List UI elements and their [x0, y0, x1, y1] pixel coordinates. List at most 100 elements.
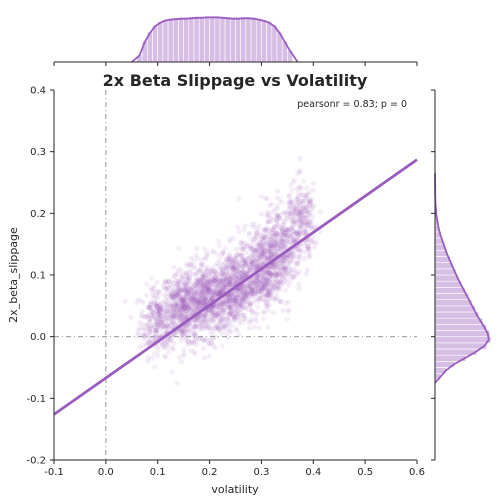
scatter-point	[219, 330, 225, 336]
scatter-point	[244, 291, 250, 297]
scatter-point	[224, 323, 230, 329]
scatter-point	[205, 325, 211, 331]
scatter-point	[203, 290, 209, 296]
scatter-point	[162, 302, 168, 308]
scatter-point	[223, 331, 230, 337]
scatter-point	[197, 305, 203, 311]
scatter-point	[239, 295, 245, 301]
scatter-point	[161, 309, 167, 315]
scatter-point	[154, 303, 160, 309]
scatter-point	[271, 238, 277, 244]
scatter-point	[196, 300, 203, 306]
scatter-point	[193, 298, 200, 304]
scatter-point	[208, 277, 214, 283]
scatter-point	[210, 292, 216, 298]
scatter-point	[249, 261, 255, 267]
scatter-point	[253, 245, 259, 251]
scatter-point	[182, 299, 188, 305]
scatter-point	[306, 223, 312, 229]
scatter-point	[184, 314, 190, 320]
scatter-point	[260, 287, 266, 293]
scatter-point	[229, 297, 235, 303]
scatter-point	[232, 300, 238, 306]
scatter-point	[156, 307, 162, 313]
scatter-point	[214, 290, 220, 296]
scatter-point	[204, 252, 210, 258]
marginal-y-bar	[434, 323, 487, 331]
scatter-point	[217, 311, 223, 317]
scatter-point	[189, 298, 195, 305]
scatter-point	[181, 316, 187, 322]
scatter-point	[199, 290, 205, 296]
scatter-point	[217, 306, 223, 312]
scatter-point	[173, 303, 180, 309]
scatter-point	[250, 255, 256, 262]
scatter-point	[212, 277, 218, 283]
scatter-point	[198, 298, 204, 304]
scatter-point	[209, 309, 215, 316]
scatter-point	[223, 283, 229, 289]
scatter-point	[168, 314, 174, 320]
scatter-point	[261, 258, 267, 264]
scatter-point	[290, 274, 297, 280]
scatter-point	[299, 217, 305, 223]
scatter-point	[276, 242, 282, 248]
scatter-point	[245, 282, 251, 288]
scatter-point	[220, 299, 226, 305]
scatter-point	[239, 270, 245, 276]
marginal-x-bar	[152, 24, 158, 63]
scatter-point	[237, 275, 243, 281]
scatter-point	[202, 277, 208, 283]
scatter-point	[269, 252, 275, 258]
scatter-point	[174, 306, 180, 312]
scatter-point	[173, 303, 179, 309]
scatter-point	[211, 290, 218, 296]
scatter-point	[158, 325, 164, 331]
scatter-point	[202, 317, 208, 323]
scatter-point	[264, 302, 270, 308]
scatter-point	[174, 278, 180, 284]
scatter-point	[273, 268, 279, 274]
scatter-point	[278, 246, 284, 252]
scatter-point	[288, 210, 294, 216]
scatter-point	[163, 299, 170, 305]
scatter-point	[212, 278, 218, 284]
scatter-point	[180, 330, 186, 337]
scatter-point	[185, 303, 191, 309]
scatter-point	[230, 297, 236, 303]
scatter-point	[209, 308, 215, 314]
scatter-point	[307, 199, 314, 205]
scatter-point	[261, 284, 267, 290]
scatter-point	[271, 284, 277, 290]
marginal-y-bar	[434, 330, 491, 337]
scatter-point	[274, 212, 280, 218]
marginal-x-bar	[230, 17, 236, 63]
scatter-point	[307, 253, 313, 259]
scatter-point	[223, 317, 229, 323]
scatter-point	[177, 292, 183, 298]
scatter-point	[255, 263, 261, 269]
scatter-point	[201, 285, 208, 291]
scatter-point	[205, 283, 211, 289]
scatter-point	[191, 286, 197, 292]
scatter-point	[153, 320, 159, 327]
scatter-point	[253, 247, 259, 253]
scatter-point	[220, 285, 226, 291]
scatter-point	[226, 279, 232, 285]
scatter-point	[269, 244, 275, 250]
scatter-point	[155, 302, 162, 308]
scatter-point	[194, 337, 200, 343]
scatter-point	[172, 294, 178, 301]
scatter-point	[244, 271, 250, 277]
scatter-point	[161, 307, 167, 313]
scatter-point	[203, 299, 209, 305]
scatter-point	[296, 213, 302, 219]
scatter-point	[209, 311, 215, 317]
scatter-point	[199, 289, 205, 295]
scatter-point	[272, 231, 278, 237]
scatter-point	[271, 227, 277, 233]
scatter-point	[253, 263, 259, 269]
scatter-point	[264, 299, 270, 306]
scatter-point	[176, 291, 182, 297]
scatter-point	[156, 311, 162, 317]
